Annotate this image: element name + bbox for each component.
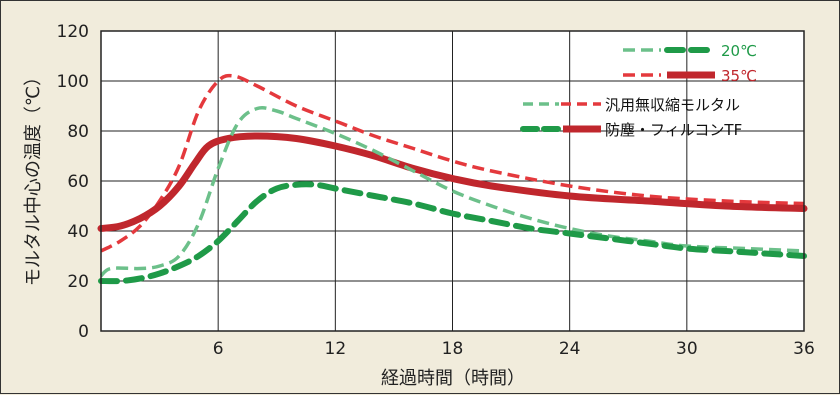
- y-axis-title: モルタル中心の温度（℃）: [23, 68, 44, 286]
- legend-label-20c: 20℃: [721, 42, 757, 60]
- tick-labels: 0 20 40 60 80 100 120 6 12 18 24 30 36: [57, 22, 815, 359]
- y-tick-label: 40: [67, 222, 89, 242]
- x-tick-label: 24: [559, 339, 581, 359]
- x-tick-label: 36: [793, 339, 815, 359]
- legend-label-35c: 35℃: [721, 67, 757, 85]
- series-line-1: [100, 73, 805, 253]
- y-tick-label: 80: [67, 122, 89, 142]
- x-axis-title: 経過時間（時間）: [381, 368, 525, 389]
- y-tick-label: 100: [57, 72, 89, 92]
- y-tick-label: 60: [67, 172, 89, 192]
- x-tick-label: 6: [213, 339, 224, 359]
- series-lines: [97, 73, 808, 285]
- grid: [101, 30, 805, 331]
- y-tick-label: 120: [57, 22, 89, 42]
- plot-border: [100, 30, 805, 332]
- y-tick-label: 0: [78, 322, 89, 342]
- legend-label-product: 防塵・フィルコンTF: [605, 121, 742, 139]
- series-line-3: [99, 106, 805, 278]
- axes: [100, 30, 805, 332]
- x-tick-label: 12: [325, 339, 347, 359]
- series-line-4: [98, 181, 807, 285]
- y-tick-label: 20: [67, 272, 89, 292]
- x-tick-label: 18: [442, 339, 464, 359]
- x-tick-label: 30: [676, 339, 698, 359]
- series-line-2: [97, 132, 808, 232]
- legend-label-general-mortar: 汎用無収縮モルタル: [605, 96, 740, 114]
